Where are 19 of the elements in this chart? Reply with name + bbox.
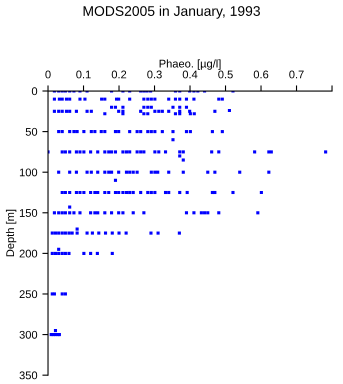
y-tick-label: 100 [20, 168, 38, 176]
y-tick-label: 300 [19, 330, 38, 339]
x-tick-label: 0.7 [289, 70, 304, 78]
x-axis-title: Phaeo. [µg/l] [160, 59, 221, 70]
y-tick-label: 250 [20, 290, 38, 298]
x-tick-label: 0.6 [254, 70, 268, 78]
y-axis-title: Depth [m] [6, 210, 16, 256]
chart-title: MODS2005 in January, 1993 [84, 6, 260, 19]
y-tick-label: 50 [26, 128, 38, 136]
y-tick-label: 0 [32, 87, 38, 96]
y-tick-label: 200 [20, 250, 38, 258]
x-tick-label: 0.3 [147, 70, 162, 78]
x-tick-label: 0.1 [76, 70, 91, 78]
y-tick-label: 150 [20, 209, 38, 217]
x-tick-label: 0.5 [218, 70, 233, 78]
x-tick-label: 0.4 [182, 70, 198, 78]
y-tick-label: 350 [19, 371, 38, 380]
x-tick-label: 0.2 [112, 70, 126, 78]
x-tick-label: 0 [45, 70, 51, 78]
